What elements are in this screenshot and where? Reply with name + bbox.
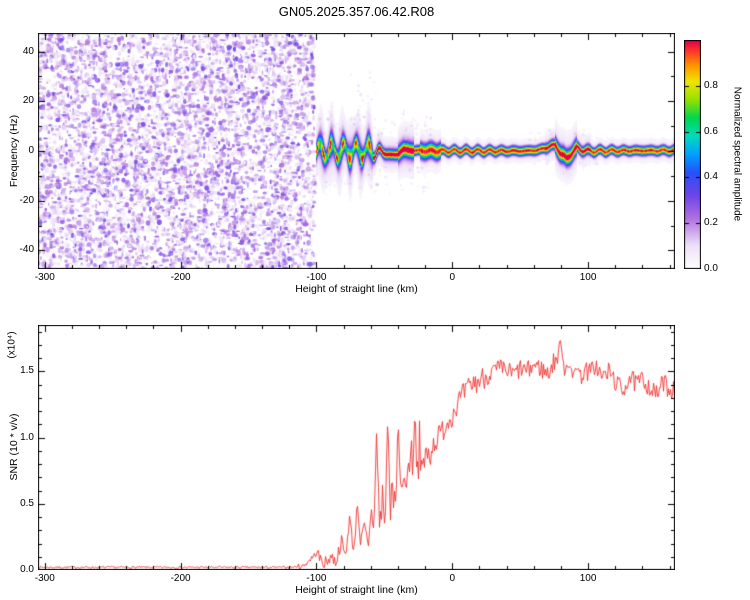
snr-y-tick-label: 1.0: [20, 431, 34, 443]
snr-y-tick-label: 1.5: [20, 365, 34, 377]
colorbar-tick-label: 0.4: [704, 171, 718, 183]
spectrogram-x-tick-label: -300: [34, 272, 55, 283]
figure-title: GN05.2025.357.06.42.R08: [278, 4, 435, 19]
snr-x-tick-label: -200: [170, 573, 191, 584]
colorbar-label: Normalized spectral amplitude: [731, 86, 743, 222]
spectrogram-y-tick-label: -40: [19, 244, 34, 256]
spectrogram-x-tick-label: 0: [449, 272, 456, 283]
spectrogram-y-tick-label: 0: [28, 145, 34, 156]
colorbar-canvas: [684, 40, 701, 269]
snr-x-tick-label: 0: [449, 573, 456, 584]
snr-y-axis-label: SNR (10 * v/v): [8, 413, 20, 481]
snr-x-tick-label: -300: [34, 573, 55, 584]
spectrogram-y-tick-label: 40: [22, 45, 34, 57]
spectrogram-y-tick-label: -20: [19, 194, 34, 206]
snr-y-tick-label: 0.0: [20, 564, 34, 575]
colorbar-tick-label: 0.8: [704, 79, 718, 91]
snr-x-tick-label: -100: [306, 573, 327, 584]
snr-scale-label: (x10⁴): [6, 331, 18, 359]
snr-x-axis-label: Height of straight line (km): [295, 584, 418, 596]
snr-canvas: [38, 325, 675, 570]
snr-y-tick-label: 0.5: [20, 497, 34, 509]
snr-x-tick-label: 100: [579, 573, 597, 584]
spectrogram-y-tick-label: 20: [22, 95, 34, 107]
spectrogram-x-tick-label: -200: [170, 272, 191, 283]
spectrogram-canvas: [38, 33, 675, 269]
spectrogram-x-axis-label: Height of straight line (km): [295, 283, 418, 295]
colorbar-tick-label: 0.2: [704, 217, 718, 229]
colorbar-tick-label: 0.6: [704, 125, 718, 137]
spectrogram-x-tick-label: -100: [306, 272, 327, 283]
spectrogram-x-tick-label: 100: [579, 272, 597, 283]
colorbar-tick-label: 0.0: [704, 263, 718, 274]
